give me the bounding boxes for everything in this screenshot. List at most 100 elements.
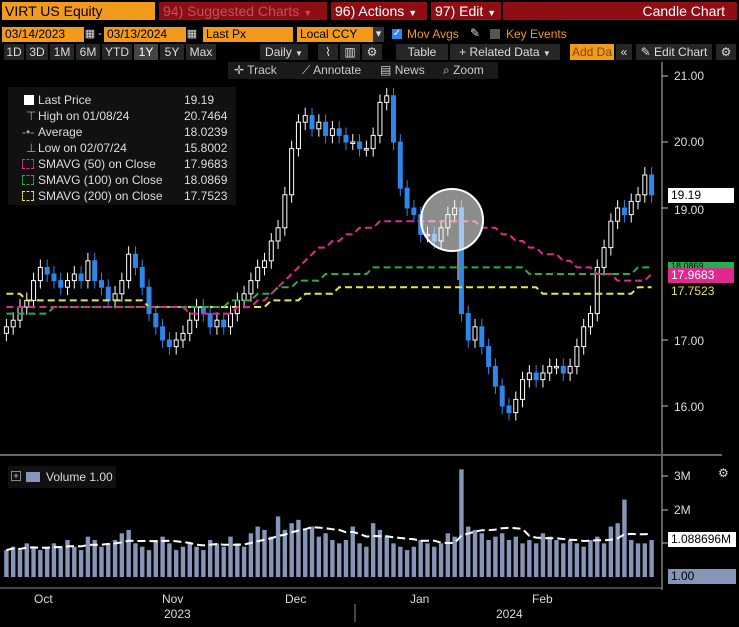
related-data-button[interactable]: + Related Data ▼ — [450, 44, 560, 60]
calendar-icon[interactable]: ▦ — [186, 28, 198, 40]
legend-value: 15.8002 — [184, 141, 228, 155]
volume-bar — [377, 529, 383, 577]
period-button-5y[interactable]: 5Y — [160, 44, 184, 60]
volume-bar — [38, 550, 43, 577]
volume-bar — [106, 543, 111, 577]
volume-bar — [201, 550, 206, 577]
legend-label: Average — [38, 125, 83, 139]
start-date-field[interactable]: 03/14/2023 — [2, 27, 84, 42]
volume-bar — [44, 546, 50, 577]
x-tick-label: Oct — [34, 592, 53, 606]
volume-bar — [574, 543, 580, 577]
volume-tick-label: 3M — [674, 469, 691, 483]
line-chart-icon[interactable]: ⌇ — [318, 44, 338, 60]
gear-icon[interactable]: ⚙ — [716, 44, 736, 60]
collapse-icon[interactable]: « — [616, 44, 632, 60]
volume-bar — [411, 546, 417, 577]
volume-bar — [85, 536, 91, 577]
y-tick-label: 17.00 — [674, 334, 705, 348]
add-data-field[interactable]: Add Da — [570, 44, 614, 60]
volume-bar — [343, 540, 349, 577]
volume-bar — [228, 536, 233, 577]
y-tick-label: 20.00 — [674, 135, 705, 149]
mov-avgs-checkbox[interactable] — [392, 29, 402, 39]
period-button-1m[interactable]: 1M — [50, 44, 74, 60]
period-button-max[interactable]: Max — [186, 44, 216, 60]
volume-bar — [350, 526, 355, 577]
settings-icon[interactable]: ⚙ — [718, 466, 729, 480]
edit-chart-button[interactable]: ✎ Edit Chart — [636, 44, 712, 60]
edit-menu[interactable]: 97) Edit ▼ — [431, 2, 501, 20]
expand-icon[interactable]: + — [11, 471, 21, 481]
chevron-down-icon[interactable]: ▾ — [373, 27, 384, 42]
volume-bar — [65, 540, 70, 577]
legend-label: High on 01/08/24 — [38, 109, 130, 123]
volume-bar — [404, 550, 410, 577]
candle-body — [119, 280, 125, 295]
news-tool[interactable]: ▤ News — [380, 62, 435, 79]
suggested-charts-menu[interactable]: 94) Suggested Charts ▼ — [159, 2, 327, 20]
volume-bar — [58, 546, 63, 577]
candle-body — [214, 319, 220, 328]
price-field-select[interactable]: Last Px — [203, 27, 293, 42]
candle-body — [228, 313, 234, 328]
sma200-line — [6, 286, 652, 308]
legend-value: 18.0239 — [184, 125, 228, 139]
volume-bar — [432, 546, 437, 577]
candle-icon[interactable]: ▥ — [340, 44, 360, 60]
candle-body — [370, 134, 376, 150]
period-button-6m[interactable]: 6M — [76, 44, 100, 60]
period-button-3d[interactable]: 3D — [26, 44, 48, 60]
table-button[interactable]: Table — [396, 44, 448, 60]
volume-bar — [540, 533, 546, 577]
track-tool[interactable]: ✛ Track — [234, 62, 294, 79]
volume-average-line — [6, 526, 652, 552]
average-line-icon: -•- — [22, 125, 35, 139]
candle-body — [37, 266, 43, 282]
legend-label: SMAVG (50) on Close — [38, 157, 156, 171]
volume-bar — [567, 540, 573, 577]
volume-bar — [248, 533, 254, 577]
period-button-1y[interactable]: 1Y — [134, 44, 158, 60]
volume-bar — [10, 546, 16, 577]
candle-body — [499, 385, 505, 407]
volume-bar — [533, 543, 539, 577]
volume-tick-label: 2M — [674, 503, 691, 517]
volume-bar — [221, 546, 226, 577]
candle-body — [221, 319, 227, 328]
candle-body — [533, 372, 539, 381]
legend-average: -•- Average 18.0239 — [8, 124, 236, 140]
volume-bar — [330, 540, 335, 577]
settings-icon[interactable]: ⚙ — [362, 44, 382, 60]
ticker-field[interactable]: VIRT US Equity — [2, 2, 155, 20]
x-tick-label: Feb — [532, 592, 553, 606]
period-button-ytd[interactable]: YTD — [102, 44, 132, 60]
candle-body — [51, 273, 57, 282]
volume-bar — [608, 526, 614, 577]
currency-select[interactable]: Local CCY — [297, 27, 373, 42]
pencil-icon[interactable]: ✎ — [470, 26, 481, 40]
legend-value: 20.7464 — [184, 109, 228, 123]
y-tick-label: 19.00 — [674, 203, 705, 217]
calendar-icon[interactable]: ▦ — [84, 28, 96, 40]
annotate-label: Annotate — [313, 63, 362, 77]
period-button-1d[interactable]: 1D — [4, 44, 24, 60]
volume-bar — [472, 529, 478, 577]
volume-bar — [133, 543, 138, 577]
zoom-tool[interactable]: ⌕ Zoom — [443, 62, 498, 79]
volume-bar — [466, 526, 471, 577]
candle-body — [336, 128, 342, 136]
volume-bar — [146, 550, 152, 577]
actions-menu[interactable]: 96) Actions ▼ — [331, 2, 427, 20]
key-events-checkbox[interactable] — [490, 29, 500, 39]
volume-bar — [92, 540, 97, 577]
high-marker-icon: ⊤ — [26, 109, 37, 123]
end-date-field[interactable]: 03/13/2024 — [104, 27, 186, 42]
track-label: Track — [247, 63, 277, 77]
volume-bar — [635, 543, 641, 577]
legend-high: ⊤ High on 01/08/24 20.7464 — [8, 108, 236, 124]
annotate-tool[interactable]: ⟋ Annotate — [302, 62, 372, 79]
volume-bar — [173, 550, 179, 577]
frequency-select[interactable]: Daily ▼ — [260, 44, 308, 60]
